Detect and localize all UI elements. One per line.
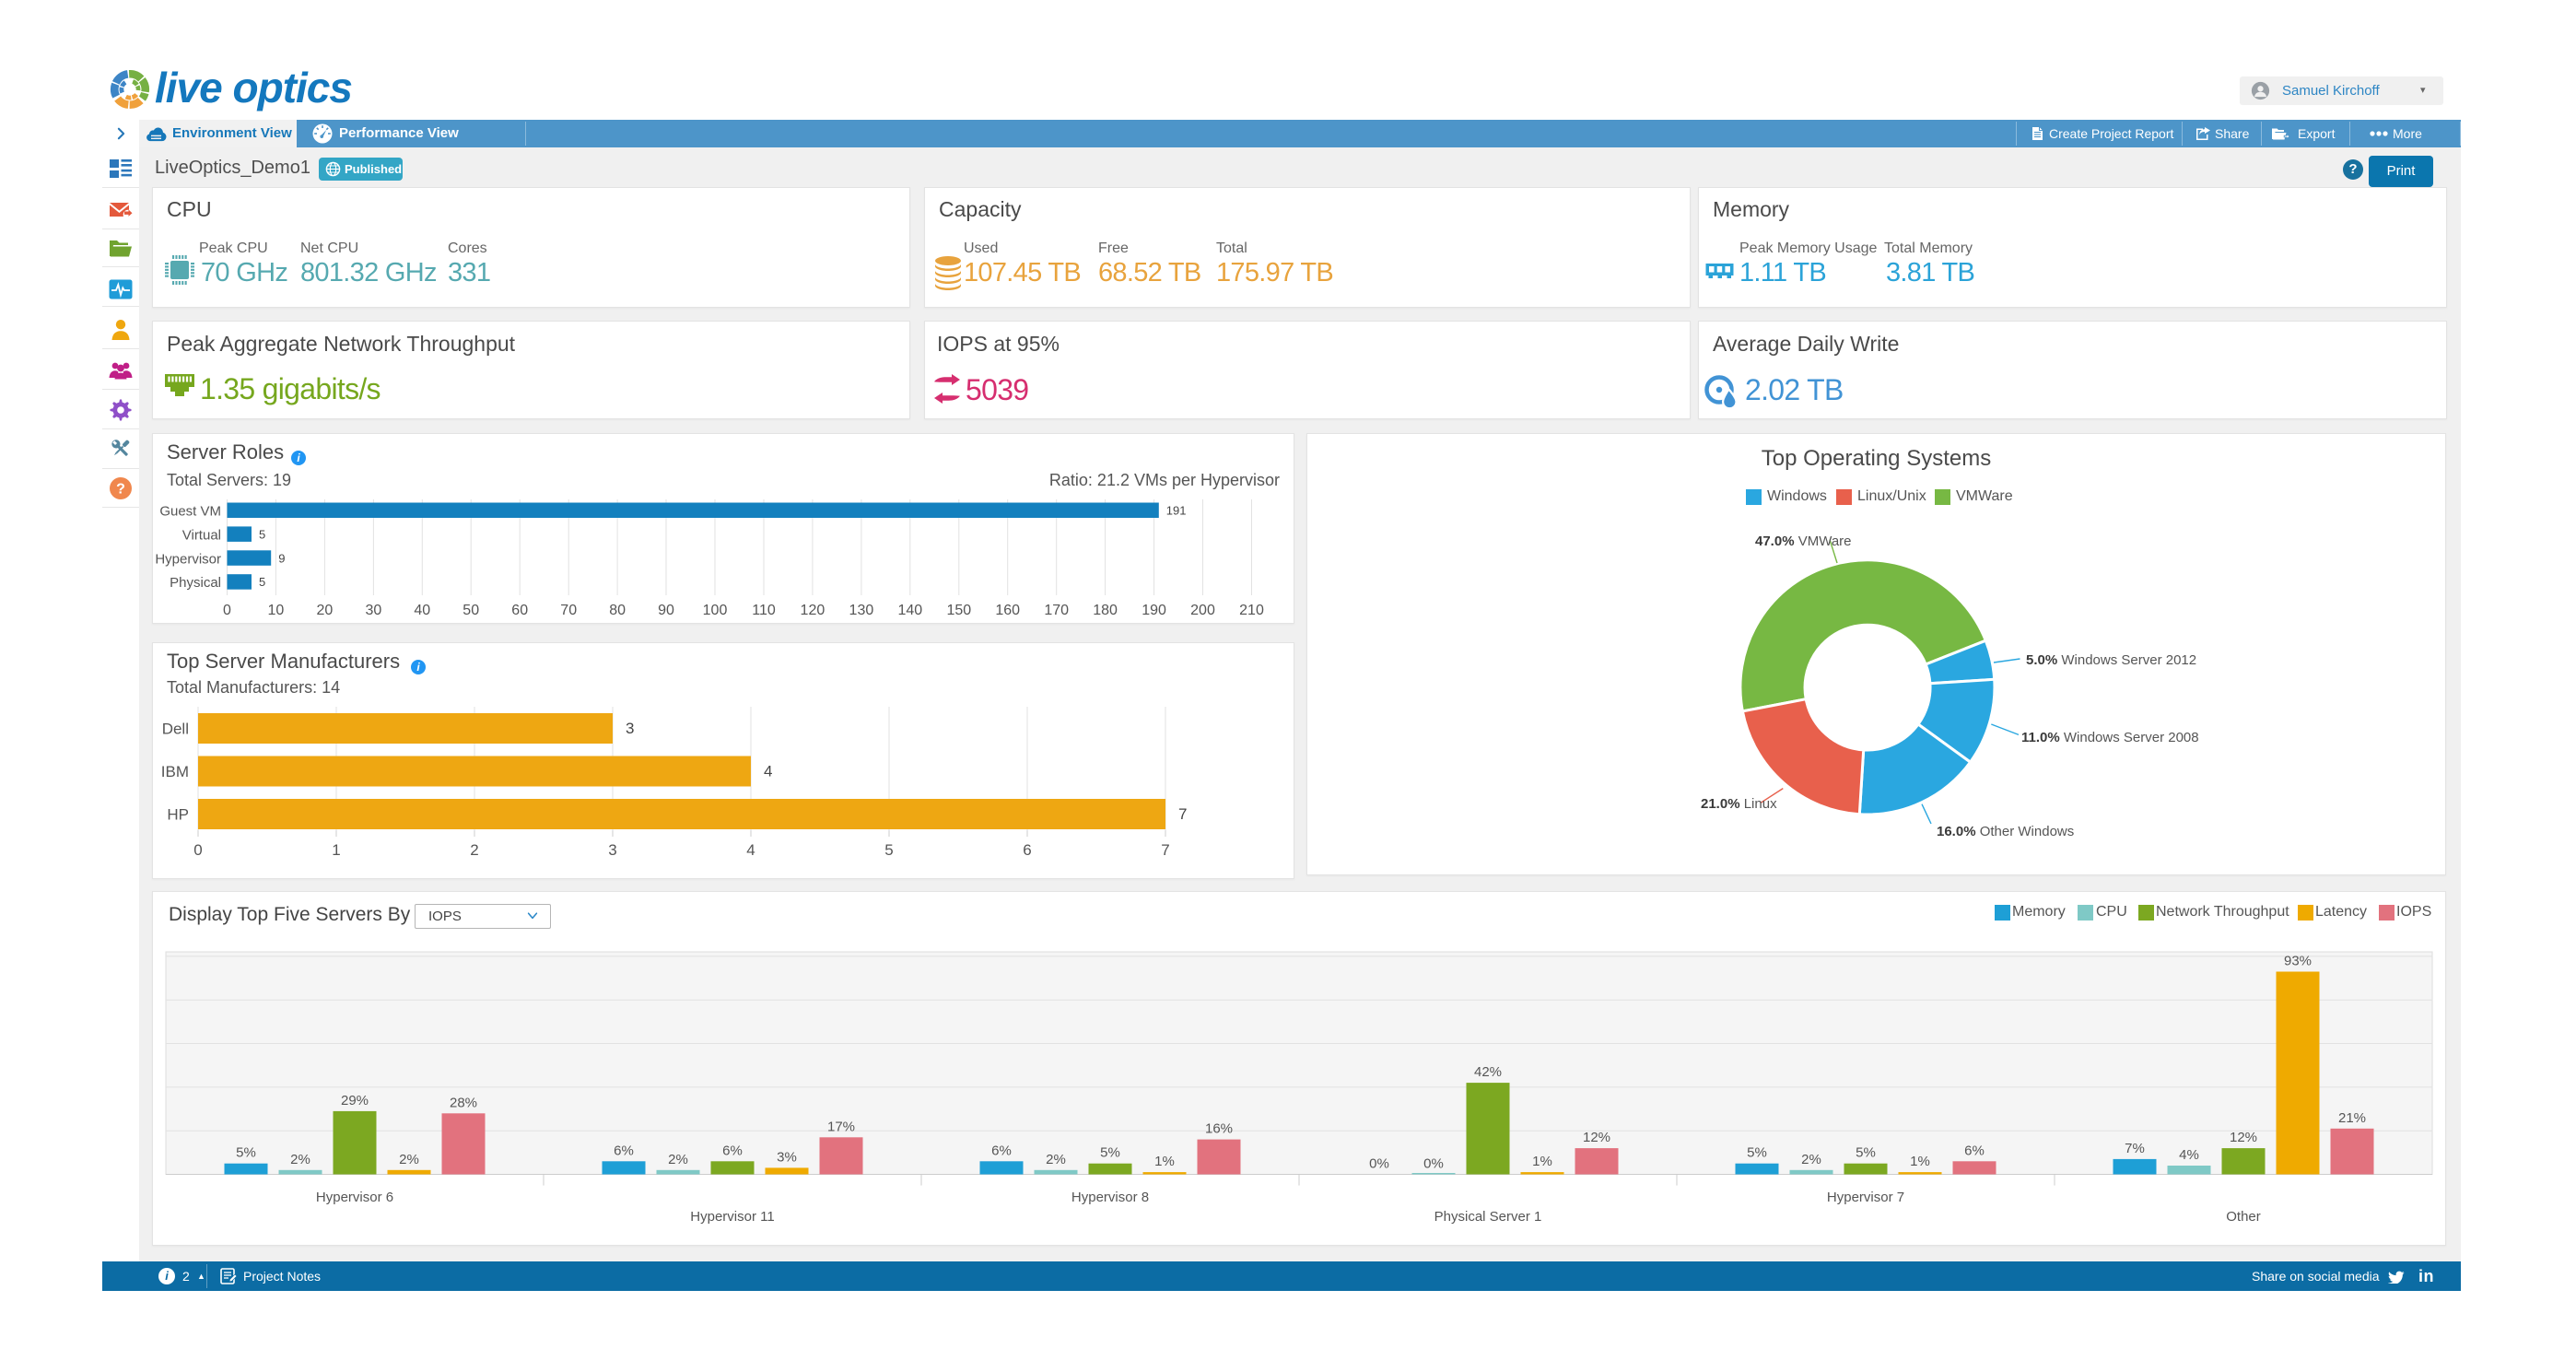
- svg-text:17%: 17%: [827, 1119, 855, 1134]
- svg-text:10: 10: [268, 603, 285, 618]
- svg-text:Other: Other: [2226, 1209, 2261, 1225]
- svg-text:6%: 6%: [1964, 1143, 1985, 1158]
- svg-text:3%: 3%: [777, 1149, 797, 1165]
- svg-text:5%: 5%: [236, 1145, 256, 1161]
- svg-text:Virtual: Virtual: [182, 527, 221, 543]
- svg-text:30: 30: [366, 603, 382, 618]
- svg-text:2%: 2%: [290, 1152, 310, 1167]
- svg-text:28%: 28%: [450, 1095, 477, 1110]
- svg-text:Physical Server 1: Physical Server 1: [1434, 1209, 1542, 1225]
- svg-text:Guest VM: Guest VM: [159, 504, 221, 520]
- svg-text:1%: 1%: [1154, 1154, 1175, 1169]
- svg-text:5: 5: [259, 527, 265, 541]
- svg-text:16%: 16%: [1205, 1121, 1233, 1137]
- svg-text:120: 120: [801, 603, 825, 618]
- svg-text:6%: 6%: [614, 1143, 634, 1158]
- svg-text:Hypervisor 6: Hypervisor 6: [316, 1190, 393, 1205]
- svg-text:2%: 2%: [399, 1152, 419, 1167]
- svg-text:Hypervisor 7: Hypervisor 7: [1827, 1190, 1904, 1205]
- svg-text:1: 1: [332, 841, 340, 859]
- svg-text:1%: 1%: [1910, 1154, 1930, 1169]
- svg-text:2: 2: [470, 841, 478, 859]
- svg-text:7: 7: [1178, 805, 1187, 823]
- svg-text:50: 50: [463, 603, 479, 618]
- svg-text:HP: HP: [167, 806, 189, 824]
- svg-text:0: 0: [223, 603, 231, 618]
- svg-text:140: 140: [897, 603, 922, 618]
- svg-text:7%: 7%: [2125, 1141, 2145, 1156]
- svg-text:190: 190: [1142, 603, 1166, 618]
- svg-text:Dell: Dell: [162, 721, 189, 738]
- svg-text:21%: 21%: [2338, 1110, 2366, 1126]
- svg-text:160: 160: [995, 603, 1020, 618]
- svg-text:42%: 42%: [1474, 1064, 1502, 1080]
- svg-text:191: 191: [1166, 504, 1187, 518]
- svg-text:12%: 12%: [1583, 1130, 1610, 1145]
- svg-text:29%: 29%: [341, 1093, 369, 1108]
- svg-text:150: 150: [946, 603, 971, 618]
- svg-text:180: 180: [1093, 603, 1118, 618]
- svg-text:93%: 93%: [2284, 954, 2312, 969]
- svg-text:3: 3: [608, 841, 616, 859]
- svg-text:40: 40: [414, 603, 430, 618]
- svg-text:4: 4: [764, 763, 772, 780]
- svg-text:9: 9: [278, 551, 285, 565]
- svg-text:130: 130: [849, 603, 874, 618]
- svg-text:70: 70: [560, 603, 577, 618]
- svg-text:3: 3: [626, 720, 634, 737]
- svg-text:Hypervisor 8: Hypervisor 8: [1071, 1190, 1149, 1205]
- svg-text:4%: 4%: [2179, 1147, 2199, 1163]
- svg-text:IBM: IBM: [161, 763, 189, 780]
- svg-text:?: ?: [116, 482, 125, 498]
- svg-text:7: 7: [1161, 841, 1169, 859]
- svg-text:6%: 6%: [722, 1143, 743, 1158]
- svg-text:1%: 1%: [1532, 1154, 1552, 1169]
- svg-text:6: 6: [1023, 841, 1031, 859]
- svg-text:5: 5: [884, 841, 893, 859]
- svg-text:12%: 12%: [2230, 1130, 2257, 1145]
- svg-text:Physical: Physical: [170, 575, 221, 591]
- svg-text:0%: 0%: [1369, 1156, 1389, 1172]
- svg-text:210: 210: [1239, 603, 1264, 618]
- svg-text:60: 60: [511, 603, 528, 618]
- svg-text:4: 4: [746, 841, 755, 859]
- svg-text:5%: 5%: [1856, 1145, 1876, 1161]
- svg-text:5%: 5%: [1747, 1145, 1767, 1161]
- svg-text:170: 170: [1044, 603, 1069, 618]
- svg-text:6%: 6%: [991, 1143, 1012, 1158]
- svg-text:5: 5: [259, 575, 265, 589]
- svg-text:5%: 5%: [1100, 1145, 1120, 1161]
- svg-text:2%: 2%: [668, 1152, 688, 1167]
- svg-text:0%: 0%: [1423, 1156, 1444, 1172]
- svg-text:100: 100: [703, 603, 728, 618]
- svg-text:2%: 2%: [1801, 1152, 1821, 1167]
- svg-text:110: 110: [752, 603, 776, 618]
- svg-text:20: 20: [317, 603, 334, 618]
- svg-text:2%: 2%: [1046, 1152, 1066, 1167]
- svg-text:Hypervisor 11: Hypervisor 11: [690, 1209, 774, 1225]
- svg-text:Hypervisor: Hypervisor: [155, 551, 221, 567]
- svg-text:80: 80: [609, 603, 626, 618]
- svg-text:0: 0: [193, 841, 202, 859]
- svg-text:200: 200: [1190, 603, 1215, 618]
- svg-text:90: 90: [658, 603, 674, 618]
